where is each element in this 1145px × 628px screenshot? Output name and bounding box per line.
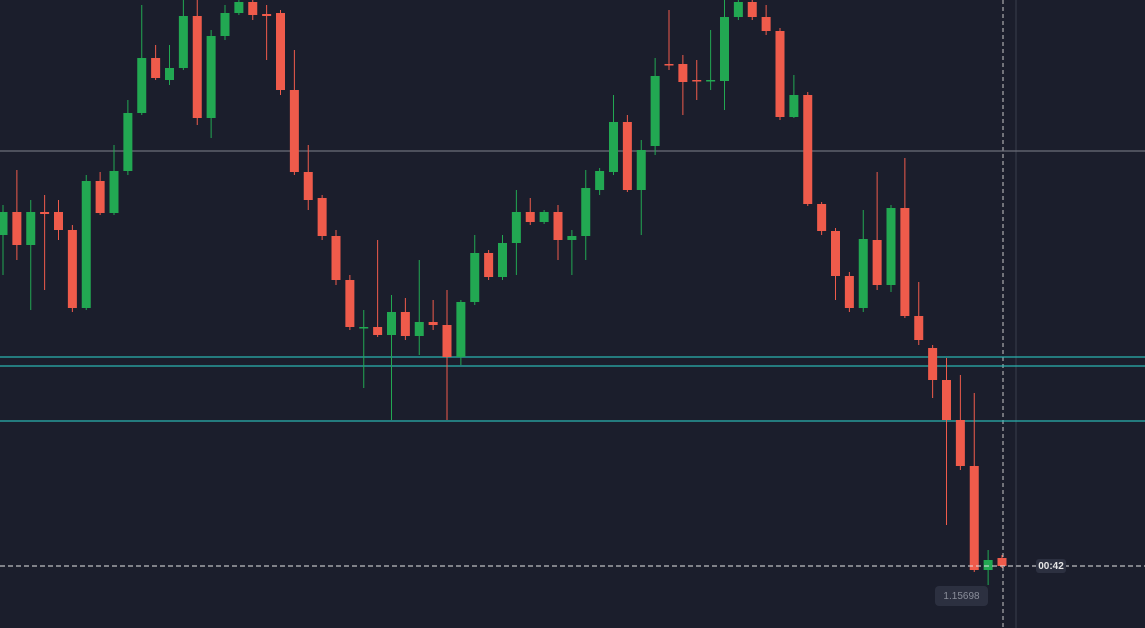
candle-body [151, 58, 161, 78]
candle-body [331, 236, 341, 280]
candle-body [720, 17, 729, 81]
candle-body [553, 212, 563, 240]
candle-body [498, 243, 507, 277]
candle-body [262, 14, 272, 16]
candle-body [969, 466, 979, 570]
candle-body [40, 212, 50, 214]
candle-body [789, 95, 799, 117]
candle-body [955, 420, 965, 466]
candle-body [692, 80, 702, 82]
candle-body [581, 188, 591, 236]
candle-body [817, 204, 827, 231]
candle-body [803, 95, 813, 204]
candle-body [165, 68, 174, 80]
candle-body [775, 31, 785, 117]
candle-body [414, 322, 424, 336]
candle-body [303, 172, 313, 200]
candle-body [220, 13, 230, 36]
candle-body [595, 171, 605, 190]
candle-body [276, 13, 285, 90]
candle-body [400, 312, 410, 336]
candle-body [567, 236, 577, 240]
candle-body [747, 1, 757, 17]
candle-body [123, 113, 133, 171]
candle-body [317, 198, 327, 236]
candle-body [858, 239, 868, 308]
candle-body [997, 558, 1007, 566]
candle-body [664, 64, 674, 66]
candle-body [95, 181, 105, 213]
candle-body [678, 64, 688, 82]
candle-body [761, 17, 771, 31]
price-label-box [935, 586, 988, 606]
candle-body [345, 280, 355, 327]
candle-body [942, 380, 951, 420]
candle-body [109, 171, 119, 213]
candle-body [442, 325, 452, 357]
candle-body [650, 76, 660, 146]
candle-body [387, 312, 396, 335]
candle-body [872, 240, 882, 285]
candle-body [914, 316, 924, 340]
candle-body [622, 122, 632, 190]
candle-body [428, 322, 438, 325]
price-label: 1.15698 [943, 591, 980, 602]
candle-body [900, 208, 910, 316]
candle-body [831, 231, 840, 276]
candle-body [928, 348, 938, 380]
candle-body [983, 560, 993, 570]
candle-body [706, 80, 716, 82]
candle-body [484, 253, 494, 277]
candle-body [81, 181, 91, 308]
candle-body [733, 1, 743, 17]
candle-body [470, 253, 480, 302]
timer-box [1036, 559, 1066, 573]
candle-body [12, 212, 22, 245]
candle-body [54, 212, 63, 230]
candle-body [26, 212, 36, 245]
candle-body [373, 327, 383, 335]
candle-body [886, 208, 896, 285]
candle-body [359, 327, 369, 329]
candle-body [539, 212, 549, 222]
candle-body [234, 1, 244, 13]
candle-body [511, 212, 521, 243]
candle-body [456, 302, 466, 357]
timer-label: 00:42 [1038, 561, 1064, 572]
candle-body [67, 230, 77, 308]
candle-body [525, 212, 535, 222]
candle-body [0, 212, 8, 235]
candle-body [844, 276, 854, 308]
candle-body [178, 16, 188, 68]
candle-body [206, 36, 216, 118]
candle-body [248, 1, 258, 15]
candle-body [192, 16, 202, 118]
candle-body [609, 122, 618, 172]
candle-body [137, 58, 147, 113]
candle-body [289, 90, 299, 172]
candle-body [636, 150, 646, 190]
